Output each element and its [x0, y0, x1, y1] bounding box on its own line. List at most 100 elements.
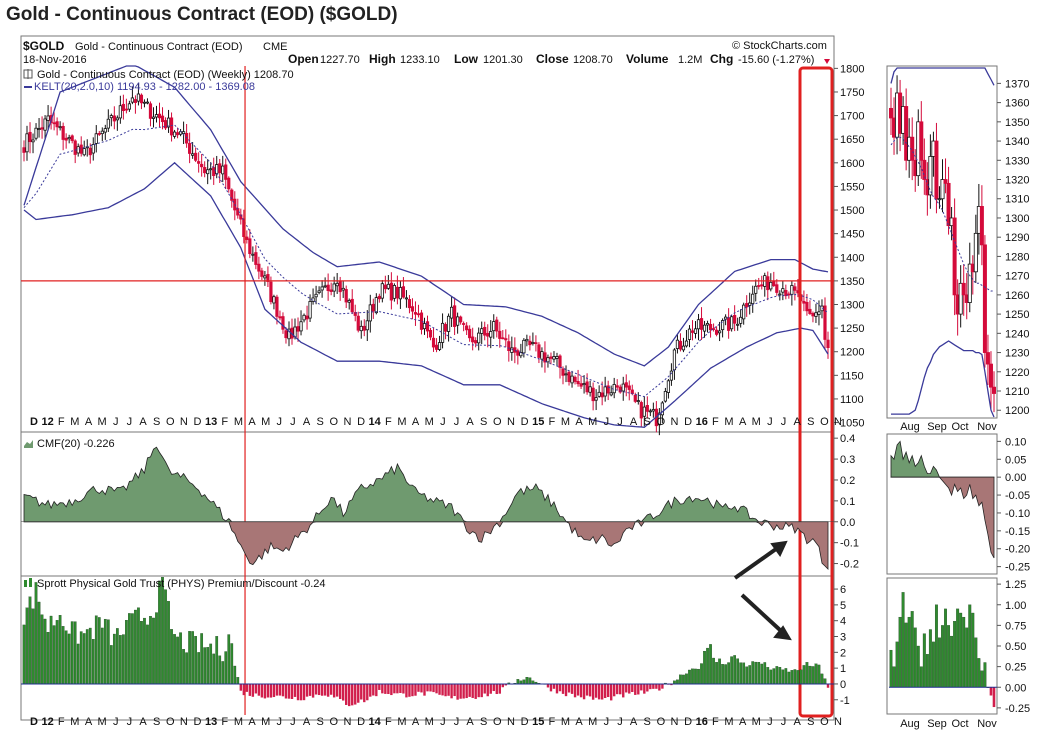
phys-bar [88, 627, 92, 685]
price-candle [453, 305, 457, 327]
price-candle [730, 316, 734, 330]
phys-bar [417, 683, 420, 692]
price-candle [392, 285, 396, 299]
change-value: -15.60 (-1.27%) [738, 54, 814, 66]
price-candle [404, 297, 409, 300]
detail-price-tick-label: 1270 [1005, 271, 1029, 283]
price-candle [465, 325, 469, 331]
price-candle [814, 312, 818, 317]
phys-bar [691, 668, 694, 685]
price-candle [672, 349, 677, 371]
detail-month-label: Oct [951, 421, 968, 433]
detail-candle [979, 206, 984, 246]
phys-bar [567, 683, 571, 693]
month-axis-label: D [194, 716, 202, 728]
cmf-tick-label: -0.2 [840, 559, 859, 571]
price-tick-label: 1500 [840, 205, 864, 217]
phys-bar [185, 652, 188, 685]
phys-bar [622, 683, 625, 698]
detail-keltner-upper [890, 67, 995, 86]
source-credit: © StockCharts.com [732, 40, 827, 52]
price-candle [627, 385, 631, 390]
keltner-middle-line [23, 124, 829, 398]
area-legend-icon [24, 440, 33, 448]
detail-phys-bar [971, 612, 975, 688]
detail-price-tick-label: 1200 [1005, 405, 1029, 417]
detail-phys-bar [956, 608, 960, 688]
month-axis-label: N [507, 716, 515, 728]
phys-bar [564, 683, 568, 697]
keltner-upper-band [23, 65, 829, 367]
price-tick-label: 1450 [840, 229, 864, 241]
price-candle [58, 126, 62, 129]
price-tick-label: 1650 [840, 134, 864, 146]
price-candle [516, 350, 520, 356]
price-candle [567, 371, 571, 382]
price-candle [377, 295, 381, 300]
price-candle [702, 324, 707, 332]
detail-phys-bar [898, 616, 902, 688]
price-candle [588, 386, 592, 393]
price-candle [191, 153, 195, 156]
month-axis-label: M [561, 716, 570, 728]
month-axis-label: O [330, 716, 339, 728]
phys-bar [308, 683, 312, 696]
price-candle [25, 133, 29, 153]
phys-tick-label: 5 [840, 600, 846, 612]
phys-bar [396, 683, 399, 694]
month-axis-label: O [657, 416, 666, 428]
phys-bar [393, 683, 396, 694]
detail-month-label: Nov [977, 421, 997, 433]
cmf-tick-label: 0.2 [840, 475, 855, 487]
phys-bar [685, 673, 688, 685]
price-candle [323, 285, 327, 288]
month-axis-label: F [385, 716, 392, 728]
month-axis-label: N [343, 416, 351, 428]
price-candle [495, 319, 499, 332]
phys-bar [721, 664, 724, 685]
month-axis-label: 14 [369, 416, 382, 428]
month-axis-label: F [58, 716, 65, 728]
phys-bar [137, 607, 140, 685]
detail-candle [952, 217, 957, 296]
phys-bar [438, 683, 441, 695]
phys-bar [254, 683, 258, 694]
phys-bar [257, 683, 261, 696]
phys-bar [769, 669, 773, 685]
open-value: 1227.70 [320, 54, 360, 66]
price-tick-label: 1400 [840, 252, 864, 264]
phys-bar [603, 683, 607, 699]
month-axis-label: D [521, 716, 529, 728]
month-axis-label: J [767, 416, 773, 428]
phys-bar [688, 669, 691, 685]
price-candle [459, 316, 463, 323]
phys-bar [112, 633, 116, 685]
phys-bar [655, 683, 658, 689]
phys-bar [197, 652, 201, 685]
month-axis-label: M [588, 716, 597, 728]
detail-candle [928, 156, 933, 196]
price-candle [696, 319, 701, 330]
detail-price-tick-label: 1360 [1005, 98, 1029, 110]
phys-bar [161, 577, 164, 685]
phys-tick-label: 0 [840, 679, 846, 691]
price-candle [175, 132, 180, 136]
phys-bar [802, 665, 806, 685]
price-candle [305, 315, 309, 320]
month-axis-label: M [752, 716, 761, 728]
price-candle [148, 103, 153, 119]
month-axis-label: O [166, 416, 175, 428]
highlight-box [798, 66, 834, 718]
detail-phys-bar [992, 687, 996, 708]
detail-phys-bar [889, 649, 893, 688]
phys-bar [200, 633, 204, 685]
detail-phys-tick-label: 1.00 [1005, 600, 1026, 612]
price-candle [206, 169, 210, 175]
volume-value: 1.2M [678, 54, 702, 66]
phys-bar [754, 661, 758, 685]
phys-bar [239, 683, 243, 691]
phys-bar [82, 633, 86, 685]
phys-bar [103, 618, 107, 685]
price-candle [754, 285, 758, 294]
